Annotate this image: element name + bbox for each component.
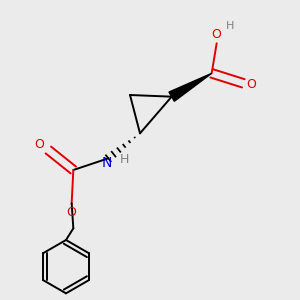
Text: N: N bbox=[101, 156, 112, 170]
Text: H: H bbox=[120, 154, 129, 166]
Polygon shape bbox=[169, 73, 212, 101]
Text: O: O bbox=[34, 139, 44, 152]
Text: O: O bbox=[212, 28, 222, 40]
Text: O: O bbox=[67, 206, 76, 219]
Text: O: O bbox=[247, 79, 256, 92]
Text: H: H bbox=[226, 21, 234, 31]
